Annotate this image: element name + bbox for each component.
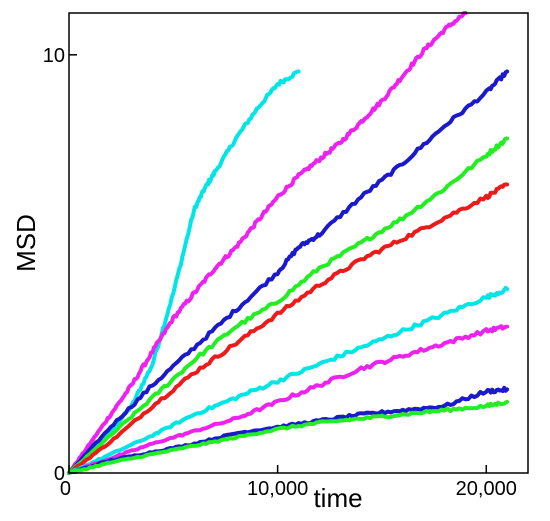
- y-tick-label-1: 0: [54, 463, 65, 485]
- series-line-7: [67, 324, 510, 475]
- series-line-3: [67, 69, 510, 475]
- series-line-4: [67, 136, 510, 475]
- series-line-5: [67, 182, 510, 475]
- series-layer: [67, 11, 510, 475]
- x-tick-label-1: 0: [60, 478, 71, 500]
- series-line-1: [67, 69, 301, 475]
- series-line-9: [67, 399, 510, 475]
- tick-layer: 0 10,000 20,000 0 10: [43, 45, 517, 500]
- x-axis-title: time: [313, 483, 362, 513]
- x-tick-label-3: 20,000: [456, 478, 517, 500]
- x-tick-label-2: 10,000: [247, 478, 308, 500]
- y-axis-title: MSD: [11, 214, 41, 272]
- series-line-6: [67, 285, 510, 475]
- y-tick-label-2: 10: [43, 45, 65, 67]
- series-line-2: [67, 11, 468, 475]
- plot-frame: [68, 12, 529, 474]
